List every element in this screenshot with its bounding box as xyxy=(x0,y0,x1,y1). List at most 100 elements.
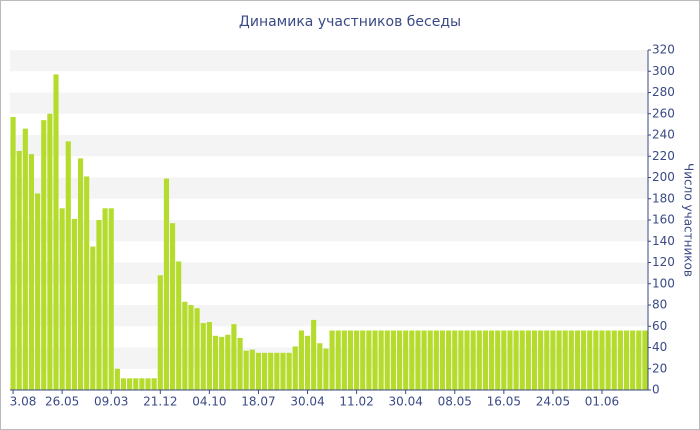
bar xyxy=(464,330,470,390)
bar xyxy=(482,330,489,390)
bar xyxy=(636,330,642,390)
bar xyxy=(378,330,384,390)
y-tick-label: 320 xyxy=(652,43,675,57)
bar xyxy=(501,330,507,390)
bar xyxy=(200,323,206,390)
chart-title: Динамика участников беседы xyxy=(239,14,461,30)
bar xyxy=(574,330,581,390)
y-tick-label: 240 xyxy=(652,128,675,142)
y-tick-label: 180 xyxy=(652,191,675,205)
x-tick-label: 16.05 xyxy=(487,395,521,409)
x-tick-label: 30.04 xyxy=(290,395,324,409)
bar xyxy=(139,378,145,390)
bar xyxy=(157,275,163,390)
y-axis-title: Число участников xyxy=(682,163,696,277)
bar xyxy=(219,336,225,390)
bar xyxy=(599,330,605,390)
bar xyxy=(41,120,47,390)
bar xyxy=(544,330,550,390)
bar xyxy=(176,261,182,390)
bar xyxy=(169,223,176,390)
bar xyxy=(298,330,304,390)
bar xyxy=(47,113,53,390)
bar xyxy=(372,330,378,390)
bar xyxy=(470,330,476,390)
bar xyxy=(59,208,65,390)
y-tick-label: 120 xyxy=(652,255,675,269)
y-tick-label: 80 xyxy=(652,298,667,312)
x-tick-label: 24.05 xyxy=(536,395,570,409)
bar xyxy=(90,246,96,390)
bar xyxy=(28,154,35,390)
bar xyxy=(415,330,421,390)
bar xyxy=(593,330,599,390)
grid-band xyxy=(10,92,648,114)
x-tick-label: 18.07 xyxy=(241,395,275,409)
bar xyxy=(335,330,341,390)
x-tick-label: 09.03 xyxy=(94,395,128,409)
y-tick-label: 220 xyxy=(652,149,675,163)
bar xyxy=(390,330,396,390)
bar xyxy=(145,378,151,390)
bar xyxy=(347,330,354,390)
bar xyxy=(366,330,372,390)
bar xyxy=(262,352,268,390)
bar xyxy=(71,218,77,390)
bar xyxy=(127,378,133,390)
bar xyxy=(120,378,127,390)
bar xyxy=(611,330,617,390)
bar xyxy=(495,330,501,390)
grid-band xyxy=(10,50,648,72)
y-tick-label: 260 xyxy=(652,106,675,120)
bar xyxy=(133,378,139,390)
x-tick-label: 30.04 xyxy=(389,395,423,409)
bar xyxy=(507,330,513,390)
bar xyxy=(360,330,366,390)
bar xyxy=(513,330,519,390)
x-tick-label: 21.12 xyxy=(143,395,177,409)
bar xyxy=(409,330,415,390)
y-tick-label: 60 xyxy=(652,319,667,333)
bar xyxy=(519,330,525,390)
bar xyxy=(458,330,464,390)
bar xyxy=(623,330,630,390)
bar xyxy=(329,330,335,390)
bar xyxy=(274,352,280,390)
y-tick-label: 200 xyxy=(652,170,675,184)
grid-band xyxy=(10,177,648,199)
bar xyxy=(225,334,231,390)
y-tick-label: 100 xyxy=(652,276,675,290)
bar xyxy=(280,352,286,390)
bar xyxy=(562,330,568,390)
bar xyxy=(642,330,648,390)
bar xyxy=(206,322,212,390)
bar xyxy=(231,324,237,390)
y-tick-label: 140 xyxy=(652,234,675,248)
x-tick-label: 01.06 xyxy=(585,395,619,409)
bar xyxy=(16,150,22,390)
y-tick-label: 160 xyxy=(652,213,675,227)
bar xyxy=(77,158,84,390)
bar xyxy=(114,368,120,390)
bar xyxy=(525,330,531,390)
bar xyxy=(311,319,317,390)
y-tick-label: 280 xyxy=(652,85,675,99)
bar xyxy=(243,350,249,390)
x-tick-label: 11.02 xyxy=(339,395,373,409)
bar xyxy=(354,330,360,390)
bar xyxy=(163,178,170,390)
bar xyxy=(194,308,200,390)
grid-band xyxy=(10,135,648,157)
grid-band xyxy=(10,347,648,369)
bar xyxy=(53,74,59,390)
bar xyxy=(396,330,403,390)
bar xyxy=(84,176,90,390)
bar xyxy=(286,352,292,390)
bar xyxy=(249,349,255,390)
bar xyxy=(10,116,16,390)
x-tick-label: 26.05 xyxy=(45,395,79,409)
bar xyxy=(188,305,194,390)
grid-band xyxy=(10,262,648,284)
